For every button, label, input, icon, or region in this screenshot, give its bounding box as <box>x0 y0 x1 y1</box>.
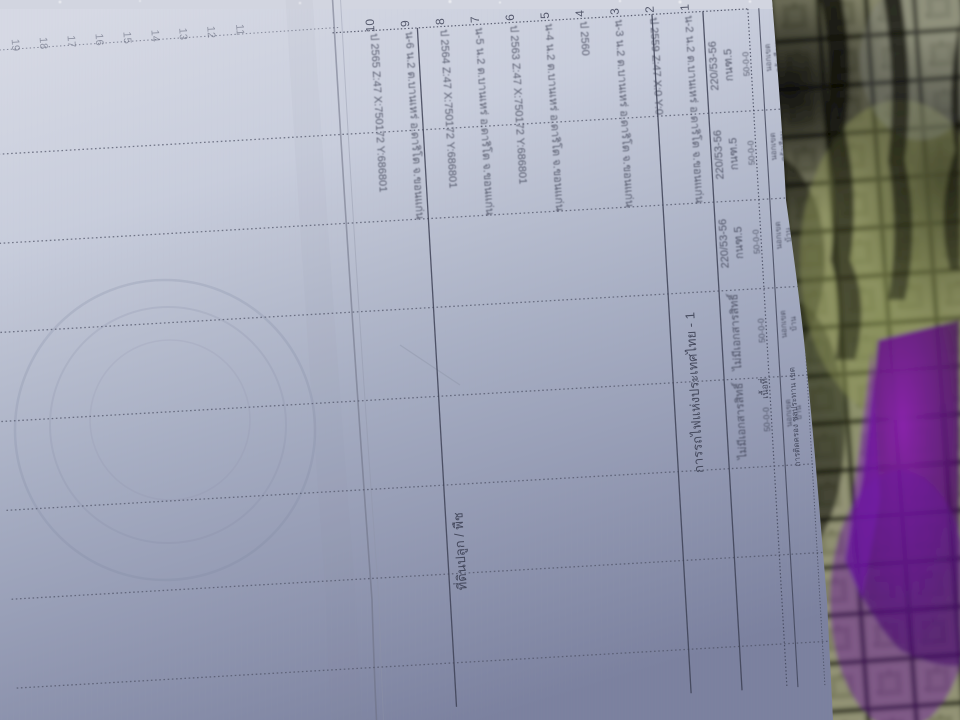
svg-text:12: 12 <box>204 26 217 39</box>
svg-text:ป 2560: ป 2560 <box>577 21 591 56</box>
svg-text:50-0-0: 50-0-0 <box>761 407 772 432</box>
svg-text:นอกเขต: นอกเขต <box>778 310 789 338</box>
svg-text:บ้าน: บ้าน <box>794 404 804 420</box>
svg-text:นอกเขต: นอกเขต <box>768 132 779 160</box>
svg-text:15: 15 <box>120 31 133 44</box>
svg-text:7: 7 <box>468 16 482 24</box>
svg-text:นอกเขต: นอกเขต <box>773 221 784 249</box>
svg-text:10: 10 <box>363 18 378 32</box>
svg-text:1: 1 <box>677 3 691 11</box>
svg-text:8: 8 <box>433 18 447 26</box>
svg-text:19: 19 <box>9 39 22 52</box>
svg-text:6: 6 <box>503 14 517 22</box>
svg-text:กนฑ.5: กนฑ.5 <box>727 137 741 170</box>
svg-text:14: 14 <box>148 29 161 42</box>
svg-text:นอกเขต: นอกเขต <box>783 399 794 427</box>
svg-text:5: 5 <box>538 11 552 19</box>
svg-text:17: 17 <box>65 35 78 48</box>
svg-text:50-0-0: 50-0-0 <box>740 51 751 76</box>
svg-text:บ้าน: บ้าน <box>789 316 799 332</box>
svg-text:50-0-0: 50-0-0 <box>745 140 756 165</box>
svg-text:50-0-0: 50-0-0 <box>751 229 762 254</box>
svg-text:3: 3 <box>608 7 622 15</box>
svg-text:50-0-0: 50-0-0 <box>756 318 767 343</box>
svg-text:ครัวเรือน: ครัวเรือน <box>773 41 784 73</box>
svg-text:กนฑ.5: กนฑ.5 <box>722 48 736 81</box>
svg-text:4: 4 <box>573 9 587 17</box>
svg-text:นอกเขต: นอกเขต <box>763 44 774 72</box>
svg-text:9: 9 <box>398 20 412 28</box>
svg-text:13: 13 <box>176 27 189 40</box>
svg-text:16: 16 <box>92 33 105 46</box>
svg-text:ครัวเรือน: ครัวเรือน <box>778 130 789 162</box>
svg-text:กนฑ.5: กนฑ.5 <box>732 226 746 259</box>
svg-text:18: 18 <box>37 37 50 50</box>
svg-text:2: 2 <box>820 502 829 519</box>
svg-text:2: 2 <box>642 5 656 13</box>
svg-text:11: 11 <box>233 24 246 36</box>
svg-text:บ้าน: บ้าน <box>783 227 793 243</box>
